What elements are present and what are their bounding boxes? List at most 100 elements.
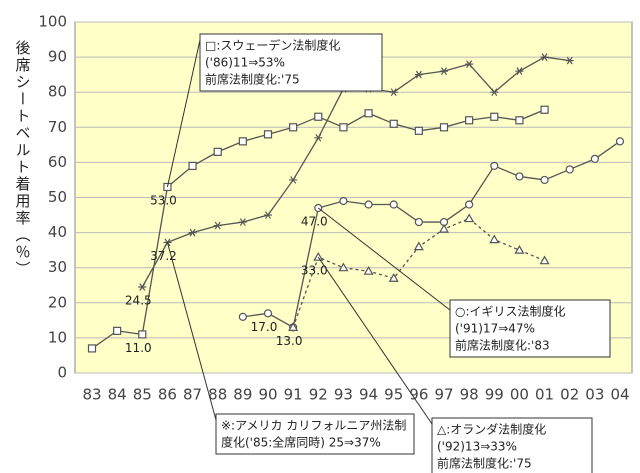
marker — [540, 53, 549, 61]
x-tick-label: 86 — [158, 386, 177, 404]
marker — [313, 251, 324, 261]
y-tick-label: 10 — [48, 328, 67, 346]
annotation-box — [449, 299, 611, 358]
annotation-text: 前席法制度化:'83 — [455, 338, 550, 353]
annotation-text: 前席法制度化:'75 — [205, 72, 300, 87]
y-tick-label: 20 — [48, 293, 67, 311]
marker — [263, 309, 273, 318]
annotation-text: △:オランダ法制度化 — [437, 422, 546, 437]
x-tick-label: 00 — [510, 386, 529, 404]
marker — [389, 88, 398, 97]
marker — [489, 234, 500, 244]
marker — [438, 223, 450, 233]
marker — [138, 330, 147, 339]
marker — [289, 176, 298, 184]
marker — [188, 228, 197, 237]
x-tick-label: 98 — [460, 386, 479, 404]
y-tick-label: 80 — [48, 83, 67, 101]
y-tick-label: 90 — [48, 48, 67, 66]
value-label: 17.0 — [251, 320, 278, 334]
marker — [414, 126, 423, 135]
marker — [565, 56, 574, 65]
x-tick-label: 02 — [560, 386, 579, 404]
marker — [364, 109, 373, 118]
x-tick-label: 92 — [309, 386, 328, 404]
marker — [213, 147, 222, 156]
marker — [314, 112, 323, 121]
y-tick-label: 60 — [48, 153, 67, 171]
marker — [465, 60, 474, 68]
marker — [490, 161, 499, 171]
y-tick-label: 70 — [48, 118, 67, 136]
value-label: 33.0 — [301, 264, 328, 278]
y-tick-label: 40 — [48, 223, 67, 241]
marker — [314, 133, 323, 142]
annotation-text: 前席法制度化:'75 — [437, 456, 532, 471]
x-tick-label: 90 — [258, 386, 277, 404]
marker — [464, 213, 475, 223]
marker — [615, 137, 625, 146]
x-tick-label: 91 — [284, 386, 303, 404]
leader-line — [166, 39, 201, 188]
value-label: 24.5 — [125, 294, 152, 308]
marker — [388, 273, 399, 282]
marker — [389, 119, 398, 128]
leader-line — [317, 256, 433, 425]
marker — [238, 312, 247, 321]
marker — [440, 67, 448, 75]
x-tick-label: 03 — [585, 386, 604, 404]
leader-line — [166, 242, 217, 421]
y-tick-label: 0 — [57, 364, 67, 382]
marker — [414, 217, 423, 227]
value-label: 47.0 — [301, 215, 328, 229]
marker — [465, 200, 474, 209]
annotation-box — [199, 33, 383, 92]
x-tick-label: 89 — [233, 386, 252, 404]
y-tick-label: 100 — [38, 13, 67, 31]
x-tick-label: 04 — [610, 386, 629, 404]
marker — [213, 221, 222, 230]
x-tick-label: 96 — [409, 386, 428, 404]
marker — [540, 105, 549, 114]
marker — [515, 67, 524, 75]
marker — [363, 266, 374, 275]
annotation-text: ('86)11⇒53% — [205, 56, 285, 70]
marker — [540, 175, 549, 185]
x-tick-label: 83 — [82, 386, 101, 404]
y-tick-label: 50 — [48, 188, 67, 206]
x-tick-label: 93 — [334, 386, 353, 404]
annotation-text: ('91)17⇒47% — [455, 322, 535, 336]
x-tick-label: 85 — [133, 386, 152, 404]
marker — [465, 116, 474, 125]
marker — [138, 283, 147, 291]
x-tick-label: 88 — [208, 386, 227, 404]
x-tick-label: 84 — [108, 386, 127, 404]
annotation-text: □:スウェーデン法制度化 — [205, 38, 340, 53]
marker — [288, 322, 299, 331]
x-tick-label: 99 — [485, 386, 504, 404]
marker — [389, 200, 398, 209]
annotation-box — [431, 417, 593, 473]
annotation-text: ○:イギリス法制度化 — [455, 304, 566, 319]
marker — [413, 241, 424, 251]
marker — [565, 165, 574, 174]
marker — [238, 218, 247, 226]
annotation-text: ※:アメリカ カリフォルニア州法制 — [221, 419, 406, 433]
marker — [414, 70, 423, 79]
marker — [338, 262, 349, 272]
x-tick-label: 97 — [434, 386, 453, 404]
x-tick-label: 87 — [183, 386, 202, 404]
marker — [339, 123, 348, 132]
value-label: 11.0 — [125, 341, 152, 355]
marker — [113, 326, 122, 335]
leader-line — [317, 207, 451, 311]
marker — [263, 130, 273, 139]
marker — [439, 123, 449, 132]
annotation-text: 度化('85:全席同時) 25⇒37% — [221, 435, 381, 450]
marker — [87, 344, 97, 353]
x-tick-label: 01 — [535, 386, 554, 404]
x-tick-label: 94 — [359, 386, 378, 404]
marker — [188, 161, 197, 171]
annotation-box — [215, 413, 415, 455]
